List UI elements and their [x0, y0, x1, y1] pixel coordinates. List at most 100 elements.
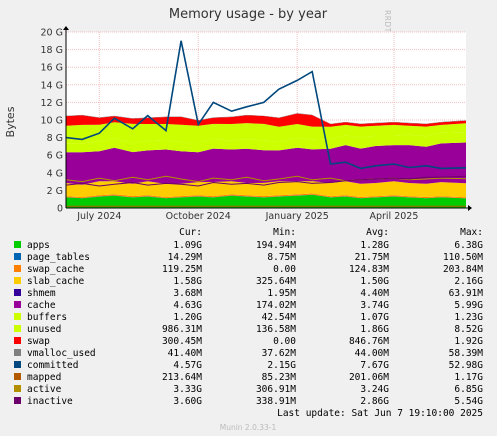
line-committed — [65, 40, 467, 170]
footer: Munin 2.0.33-1 — [220, 423, 277, 432]
legend: apps 1.09G 194.94M 1.28G 6.38G page_tables 14.… — [14, 240, 483, 407]
legend-name: unused — [27, 324, 61, 335]
legend-row-apps: apps 1.09G 194.94M 1.28G 6.38G — [14, 240, 483, 251]
legend-avg: 7.67G — [360, 360, 389, 371]
legend-row-committed: committed 4.57G 2.15G 7.67G 52.98G — [14, 360, 483, 371]
legend-row-page_tables: page_tables 14.29M 8.75M 21.75M 110.50M — [14, 252, 483, 263]
legend-cur: 300.45M — [162, 336, 202, 347]
legend-max: 8.52G — [454, 324, 483, 335]
y-axis-arrow — [63, 26, 69, 30]
area-slab_cache — [66, 181, 466, 198]
legend-min: 37.62M — [262, 348, 297, 359]
legend-max: 1.92G — [454, 336, 483, 347]
y-tick-label: 12 G — [41, 98, 63, 109]
legend-max: 5.54G — [454, 396, 483, 407]
legend-swatch — [14, 373, 21, 380]
legend-max: 1.23G — [454, 312, 483, 323]
legend-header-min: Min: — [273, 227, 296, 238]
legend-name: inactive — [27, 396, 73, 407]
legend-min: 338.91M — [256, 396, 296, 407]
legend-row-unused: unused 986.31M 136.58M 1.86G 8.52G — [14, 324, 483, 335]
y-tick-label: 20 G — [41, 28, 63, 39]
legend-max: 6.38G — [454, 240, 483, 251]
legend-row-swap: swap 300.45M 0.00 846.76M 1.92G — [14, 336, 483, 347]
area-cache — [66, 142, 466, 185]
legend-cur: 1.58G — [173, 276, 202, 287]
legend-name: cache — [27, 300, 56, 311]
legend-name: swap — [27, 336, 50, 347]
legend-name: swap_cache — [27, 264, 84, 275]
legend-avg: 846.76M — [349, 336, 389, 347]
legend-avg: 2.86G — [360, 396, 389, 407]
line-series — [65, 40, 467, 207]
legend-cur: 3.60G — [173, 396, 202, 407]
legend-min: 8.75M — [267, 252, 296, 263]
area-swap — [66, 113, 466, 127]
legend-swatch — [14, 337, 21, 344]
stacked-areas — [66, 113, 466, 208]
chart-title: Memory usage - by year — [169, 7, 328, 22]
legend-row-mapped: mapped 213.64M 85.23M 201.06M 1.17G — [14, 372, 483, 383]
y-tick-label: 4 G — [47, 168, 63, 179]
legend-cur: 41.40M — [168, 348, 203, 359]
legend-cur: 1.09G — [173, 240, 202, 251]
legend-min: 306.91M — [256, 384, 296, 395]
legend-row-slab_cache: slab_cache 1.58G 325.64M 1.50G 2.16G — [14, 276, 483, 287]
legend-avg: 3.74G — [360, 300, 389, 311]
area-apps — [66, 194, 466, 208]
area-buffers — [66, 132, 466, 153]
legend-header-avg: Avg: — [366, 227, 389, 238]
y-tick-label: 0 — [57, 204, 63, 215]
legend-avg: 3.24G — [360, 384, 389, 395]
legend-name: active — [27, 384, 62, 395]
legend-name: vmalloc_used — [27, 348, 96, 359]
legend-swatch — [14, 325, 21, 332]
legend-cur: 213.64M — [162, 372, 202, 383]
legend-min: 0.00 — [273, 336, 296, 347]
legend-name: buffers — [27, 312, 67, 323]
legend-cur: 1.20G — [173, 312, 202, 323]
legend-min: 85.23M — [262, 372, 297, 383]
legend-min: 42.54M — [262, 312, 297, 323]
legend-min: 0.00 — [273, 264, 296, 275]
legend-max: 1.17G — [454, 372, 483, 383]
legend-max: 110.50M — [443, 252, 483, 263]
legend-swatch — [14, 265, 21, 272]
legend-row-active: active 3.33G 306.91M 3.24G 6.85G — [14, 384, 483, 395]
legend-max: 58.39M — [449, 348, 484, 359]
legend-swatch — [14, 301, 21, 308]
legend-swatch — [14, 361, 21, 368]
y-tick-label: 6 G — [47, 151, 63, 162]
legend-cur: 4.57G — [173, 360, 202, 371]
legend-swatch — [14, 277, 21, 284]
y-tick-label: 14 G — [41, 80, 63, 91]
legend-cur: 3.68M — [173, 288, 202, 299]
legend-row-inactive: inactive 3.60G 338.91M 2.86G 5.54G — [14, 396, 483, 407]
last-update: Last update: Sat Jun 7 19:10:00 2025 — [277, 408, 483, 419]
legend-name: page_tables — [27, 252, 90, 263]
legend-max: 52.98G — [449, 360, 484, 371]
legend-name: mapped — [27, 372, 61, 383]
legend-avg: 1.07G — [360, 312, 389, 323]
legend-row-vmalloc_used: vmalloc_used 41.40M 37.62M 44.00M 58.39M — [14, 348, 483, 359]
legend-min: 1.95M — [267, 288, 296, 299]
legend-cur: 986.31M — [162, 324, 202, 335]
y-axis-label: Bytes — [4, 106, 17, 137]
x-axis-arrow — [468, 205, 472, 211]
legend-swatch — [14, 241, 21, 248]
x-tick-label: April 2025 — [369, 211, 418, 222]
legend-max: 5.99G — [454, 300, 483, 311]
legend-row-cache: cache 4.63G 174.02M 3.74G 5.99G — [14, 300, 483, 311]
y-tick-label: 16 G — [41, 63, 63, 74]
legend-min: 2.15G — [267, 360, 296, 371]
y-tick-labels: 0 2 G 4 G 6 G 8 G 10 G 12 G 14 G 16 G 18 G 20 G — [41, 28, 63, 215]
legend-swatch — [14, 385, 21, 392]
legend-header-cur: Cur: — [179, 227, 202, 238]
legend-avg: 201.06M — [349, 372, 389, 383]
legend-cur: 4.63G — [173, 300, 202, 311]
legend-header: Cur: Min: Avg: Max: — [179, 227, 483, 238]
y-tick-label: 10 G — [41, 116, 63, 127]
legend-avg: 1.28G — [360, 240, 389, 251]
x-tick-labels: July 2024 October 2024 January 2025 April 2… — [76, 211, 418, 222]
legend-avg: 21.75M — [355, 252, 390, 263]
